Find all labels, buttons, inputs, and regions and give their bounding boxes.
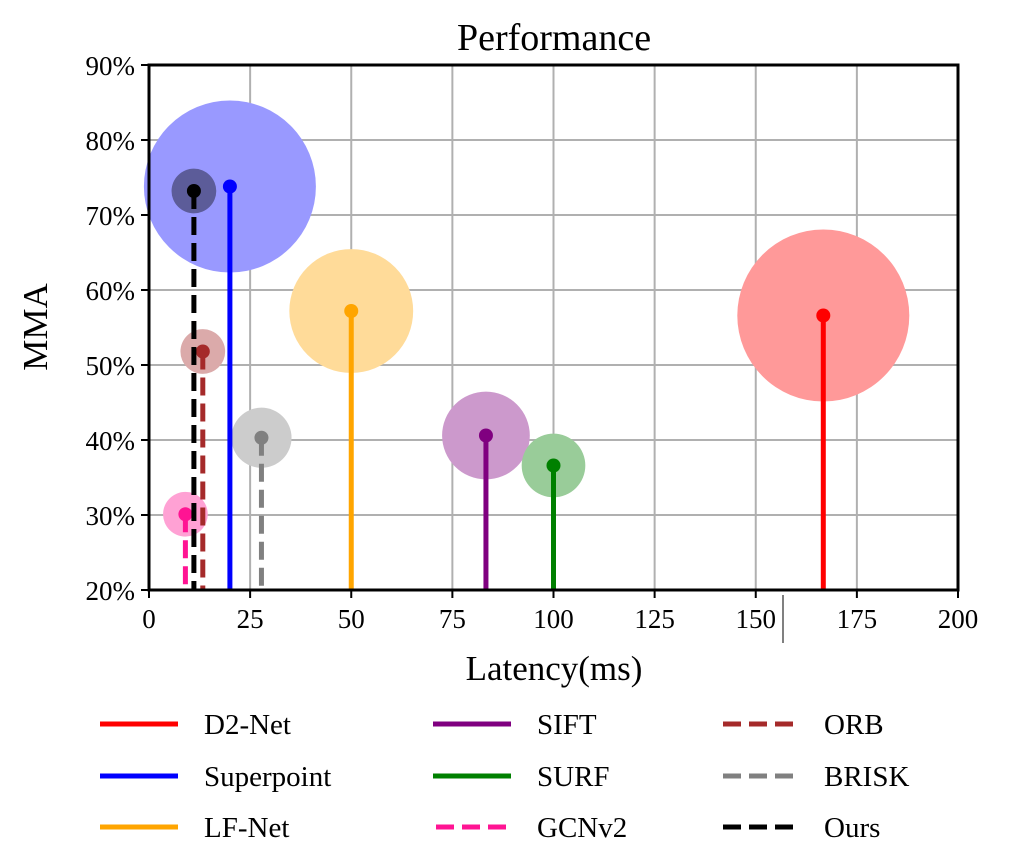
legend-item-ours: Ours [723,812,880,844]
x-tick-label: 75 [439,604,466,634]
legend-item-gcnv2: GCNv2 [436,812,627,844]
x-axis-ticks: 0 25 50 75 100 125 150 175 200 [142,590,978,634]
legend-label: D2-Net [204,709,291,741]
y-tick-label: 40% [86,426,136,456]
legend-label: SURF [537,761,610,793]
x-axis-label: Latency(ms) [466,649,643,688]
marker-orb [195,344,210,359]
legend-item-brisk: BRISK [723,761,909,793]
y-axis-ticks: 20% 30% 40% 50% 60% 70% 80% 90% [86,51,149,606]
y-tick-label: 90% [86,51,136,81]
stems [178,179,831,590]
legend-item-d2-net: D2-Net [100,709,291,741]
x-tick-label: 50 [338,604,365,634]
legend-label: ORB [824,709,884,741]
bubbles [143,100,910,537]
marker-brisk [254,430,269,445]
marker-ours [186,184,201,198]
marker-sift [478,428,493,443]
legend-label: BRISK [824,761,909,793]
y-tick-label: 20% [86,576,136,606]
x-tick-label: 175 [837,604,878,634]
y-tick-label: 60% [86,276,136,306]
legend: D2-Net Superpoint LF-Net SIFT SURF GCNv2 ORB BR… [100,709,909,844]
legend-item-lf-net: LF-Net [100,812,289,844]
chart-title: Performance [457,17,651,59]
legend-item-sift: SIFT [433,709,597,741]
legend-item-surf: SURF [433,761,610,793]
x-tick-label: 150 [736,604,777,634]
legend-label: LF-Net [204,812,289,844]
y-tick-label: 50% [86,351,136,381]
legend-label: Ours [824,812,880,844]
legend-label: Superpoint [204,761,331,793]
marker-lf-net [344,304,359,318]
marker-gcnv2 [178,507,193,522]
y-axis-label: MMA [16,283,55,371]
x-tick-label: 200 [938,604,979,634]
legend-label: GCNv2 [537,812,627,844]
x-tick-label: 100 [533,604,574,634]
y-tick-label: 70% [86,201,136,231]
legend-item-orb: ORB [723,709,884,741]
marker-d2-net [816,308,831,323]
marker-surf [546,458,561,473]
x-tick-label: 125 [634,604,675,634]
legend-label: SIFT [537,709,597,741]
x-tick-label: 25 [237,604,264,634]
y-tick-label: 80% [86,126,136,156]
x-tick-label: 0 [142,604,156,634]
y-tick-label: 30% [86,501,136,531]
legend-item-superpoint: Superpoint [100,761,331,793]
marker-superpoint [222,179,237,194]
